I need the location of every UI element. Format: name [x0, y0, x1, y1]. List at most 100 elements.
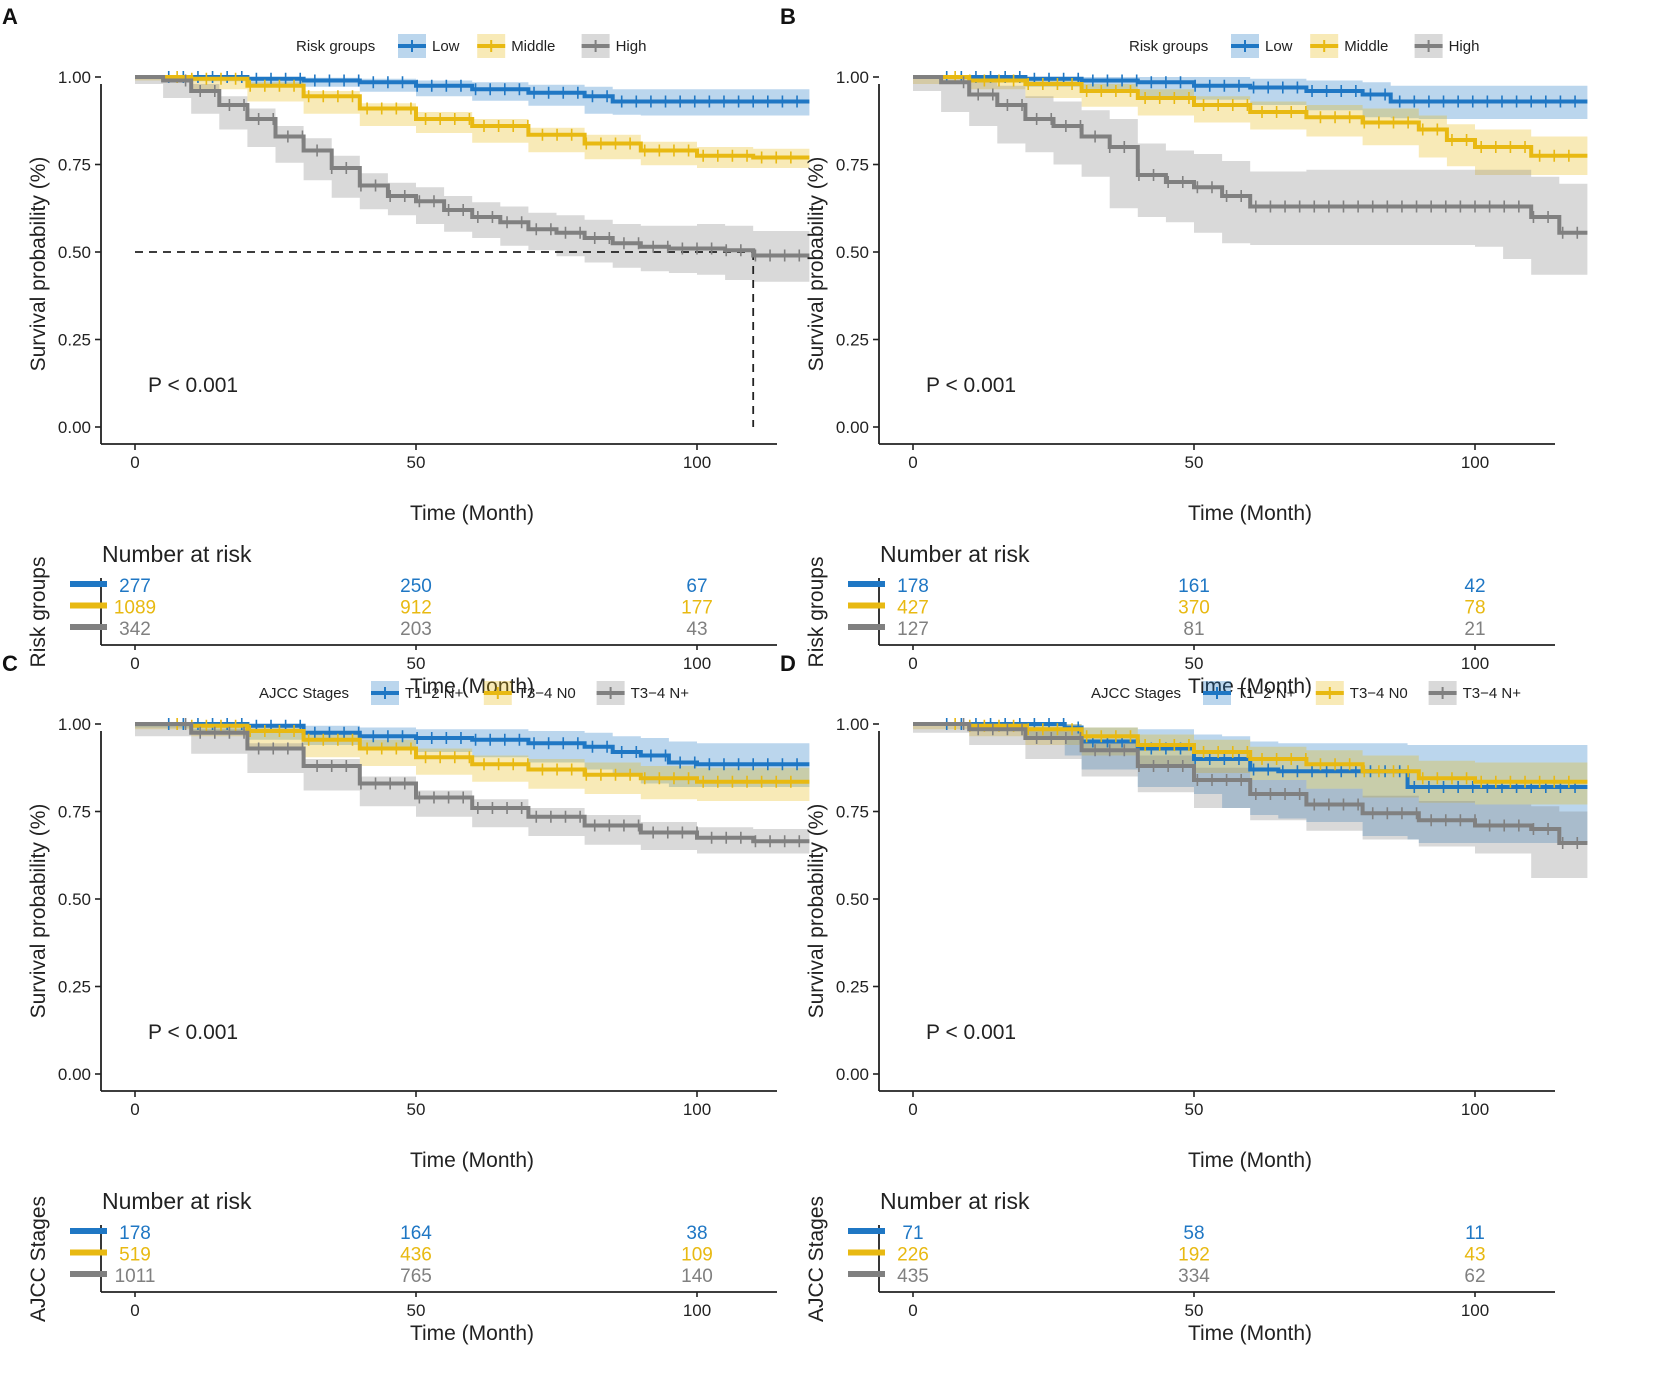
legend-item-low: Low [398, 34, 460, 58]
panel-letter: D [780, 651, 796, 676]
risk-count: 62 [1464, 1266, 1485, 1287]
y-tick-label: 0.75 [836, 803, 869, 822]
risk-count: 192 [1178, 1245, 1210, 1266]
x-tick-label: 100 [683, 453, 711, 472]
y-tick-label: 0.25 [58, 331, 91, 350]
x-tick-label: 50 [1185, 1100, 1204, 1119]
x-tick-label: 0 [908, 453, 917, 472]
risk-table-title: Number at risk [102, 1188, 252, 1214]
censor-marks-high [184, 718, 801, 848]
risk-count: 177 [681, 598, 713, 619]
panel-d: D AJCC Stages T1−2 N+ T3−4 N0 T3−4 N+ 0.00 0.2… [780, 651, 1588, 1345]
survival-curve-low [135, 75, 810, 104]
p-value: P < 0.001 [148, 374, 238, 397]
legend: AJCC Stages T1−2 N+ T3−4 N0 T3−4 N+ [259, 681, 689, 705]
risk-table-title: Number at risk [102, 541, 252, 567]
risk-count: 912 [400, 598, 432, 619]
risk-count: 203 [400, 619, 432, 640]
risk-count: 38 [686, 1223, 707, 1244]
legend-label: High [616, 38, 647, 55]
y-axis-label: Survival probability (%) [805, 804, 828, 1019]
legend-item-high: T3−4 N+ [1428, 681, 1522, 705]
risk-count: 427 [897, 598, 929, 619]
y-tick-label: 0.50 [836, 243, 869, 262]
legend-label: T3−4 N+ [631, 685, 690, 702]
legend-item-low: T1−2 N+ [1203, 681, 1296, 705]
x-axis-label: Time (Month) [410, 1149, 534, 1172]
y-tick-label: 1.00 [58, 715, 91, 734]
legend-item-middle: Middle [1310, 34, 1388, 58]
x-tick-label: 50 [1185, 453, 1204, 472]
y-tick-label: 0.00 [58, 418, 91, 437]
risk-count: 1011 [115, 1266, 156, 1287]
ci-band-middle [913, 77, 1588, 175]
x-tick-label: 50 [407, 453, 426, 472]
censor-marks-middle [954, 718, 1570, 788]
risk-table-title: Number at risk [880, 541, 1030, 567]
risk-x-tick-label: 100 [1461, 1301, 1489, 1320]
risk-count: 226 [897, 1245, 929, 1266]
risk-table-strata-label: Risk groups [27, 557, 50, 668]
legend-item-low: Low [1231, 34, 1293, 58]
x-tick-label: 0 [130, 1100, 139, 1119]
risk-count: 765 [400, 1266, 432, 1287]
legend-title: Risk groups [296, 38, 375, 55]
censor-marks-high [184, 74, 801, 262]
legend-title: AJCC Stages [1091, 685, 1181, 702]
y-tick-label: 0.00 [836, 418, 869, 437]
risk-x-tick-label: 100 [683, 654, 711, 673]
risk-count: 58 [1183, 1223, 1204, 1244]
survival-curve-high [913, 722, 1588, 845]
legend-label: Middle [1344, 38, 1388, 55]
survival-curve-low [913, 75, 1588, 104]
legend-label: T3−4 N0 [518, 685, 576, 702]
risk-table-strata-label: AJCC Stages [805, 1196, 828, 1322]
y-tick-label: 0.25 [836, 978, 869, 997]
x-tick-label: 100 [683, 1100, 711, 1119]
p-value: P < 0.001 [148, 1021, 238, 1044]
risk-count: 43 [686, 619, 707, 640]
panel-a: A Risk groups Low Middle High 0.00 0.25 0.50 0.7… [2, 4, 810, 698]
risk-x-tick-label: 100 [683, 1301, 711, 1320]
y-tick-label: 0.50 [58, 243, 91, 262]
survival-curve-high [135, 75, 810, 258]
risk-count: 161 [1178, 576, 1210, 597]
risk-count: 81 [1183, 619, 1204, 640]
risk-count: 43 [1464, 1245, 1485, 1266]
panel-letter: A [2, 4, 18, 29]
risk-x-tick-label: 50 [407, 1301, 426, 1320]
risk-count: 370 [1178, 598, 1210, 619]
risk-count: 164 [400, 1223, 432, 1244]
risk-count: 342 [119, 619, 151, 640]
risk-x-tick-label: 0 [908, 654, 917, 673]
x-axis-label: Time (Month) [410, 502, 534, 525]
risk-count: 334 [1178, 1266, 1210, 1287]
risk-table: Number at risk Risk groups 277 250 67 1089 912… [27, 541, 777, 698]
censor-marks-high [962, 718, 1579, 849]
p-value: P < 0.001 [926, 1021, 1016, 1044]
panel-letter: B [780, 4, 796, 29]
legend-item-high: T3−4 N+ [596, 681, 690, 705]
legend-label: T3−4 N+ [1463, 685, 1522, 702]
y-axis-label: Survival probability (%) [27, 157, 50, 372]
legend-label: T1−2 N+ [1237, 685, 1296, 702]
panel-letter: C [2, 651, 18, 676]
p-value: P < 0.001 [926, 374, 1016, 397]
legend-title: AJCC Stages [259, 685, 349, 702]
censor-marks-low [945, 71, 1576, 108]
risk-table-title: Number at risk [880, 1188, 1030, 1214]
legend: AJCC Stages T1−2 N+ T3−4 N0 T3−4 N+ [1091, 681, 1521, 705]
censor-marks-high [962, 76, 1579, 239]
risk-count: 140 [681, 1266, 713, 1287]
risk-table-strata-label: AJCC Stages [27, 1196, 50, 1322]
ci-band-high [913, 724, 1588, 878]
risk-count: 519 [119, 1245, 151, 1266]
y-tick-label: 0.75 [58, 156, 91, 175]
risk-count: 1089 [114, 598, 156, 619]
y-tick-label: 0.00 [836, 1065, 869, 1084]
legend-item-high: High [1414, 34, 1480, 58]
legend-label: High [1449, 38, 1480, 55]
risk-x-tick-label: 50 [1185, 654, 1204, 673]
risk-table: Number at risk AJCC Stages 71 58 11 226 192 43 4… [805, 1188, 1555, 1345]
risk-count: 127 [897, 619, 929, 640]
